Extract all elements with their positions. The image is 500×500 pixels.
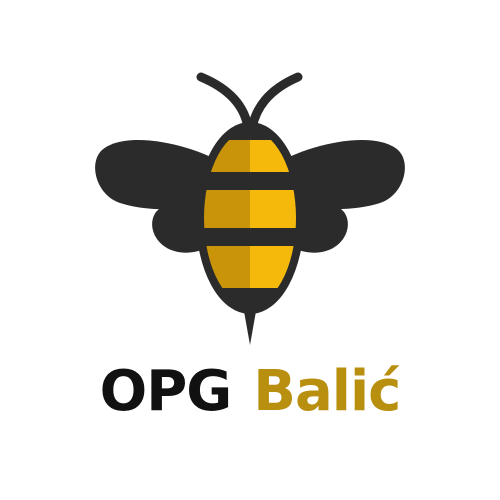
bee-icon bbox=[95, 72, 405, 345]
brand-wordmark: OPG Balić bbox=[0, 352, 500, 432]
brand-name-part-2: Balić bbox=[253, 359, 401, 424]
brand-name-part-1: OPG bbox=[99, 359, 233, 424]
bee-antenna-right bbox=[247, 72, 303, 133]
bee-antenna-left bbox=[196, 72, 253, 133]
bee-wing-upper-left bbox=[95, 139, 232, 210]
bee-wing-upper-right bbox=[268, 139, 405, 210]
